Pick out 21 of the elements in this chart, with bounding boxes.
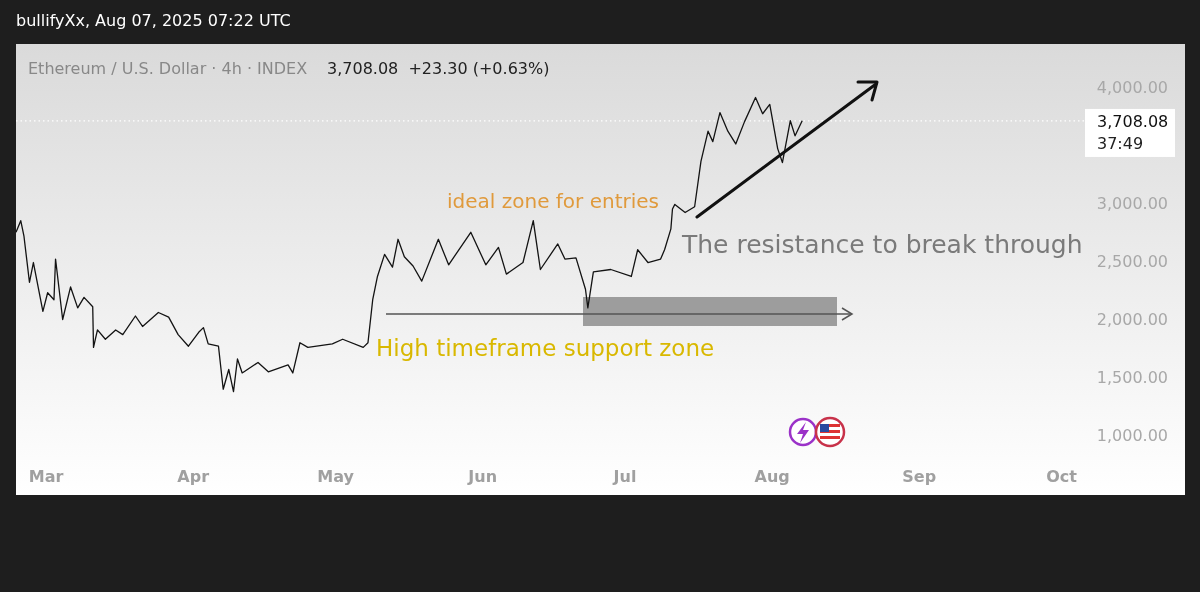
annotation: 37:49 <box>1097 133 1144 153</box>
x-tick-label: Mar <box>28 466 64 486</box>
y-tick-label: 1,500.00 <box>1096 368 1168 388</box>
x-tick-label: Jul <box>612 466 637 486</box>
text: 3,708.08 +23.30 (+0.63%) <box>327 59 550 78</box>
y-tick-label: 3,000.00 <box>1096 193 1168 213</box>
annotation: High timeframe support zone <box>376 335 715 362</box>
x-tick-label: Sep <box>902 466 937 486</box>
x-tick-label: Apr <box>177 466 210 486</box>
x-tick-label: Aug <box>754 466 790 486</box>
annotation: ideal zone for entries <box>447 189 659 213</box>
x-tick-label: May <box>317 466 355 486</box>
annotation: The resistance to break through <box>681 229 1083 259</box>
y-tick-label: 1,000.00 <box>1096 426 1168 446</box>
ref-line-label: 3,708.08 <box>1097 111 1169 131</box>
y-tick-label: 2,000.00 <box>1096 310 1168 330</box>
y-tick-label: 2,500.00 <box>1096 251 1168 271</box>
x-tick-label: Jun <box>467 466 498 486</box>
text: Ethereum / U.S. Dollar · 4h · INDEX <box>28 59 308 78</box>
text: bullifyXx, Aug 07, 2025 07:22 UTC <box>16 11 291 30</box>
x-tick-label: Oct <box>1046 466 1078 486</box>
